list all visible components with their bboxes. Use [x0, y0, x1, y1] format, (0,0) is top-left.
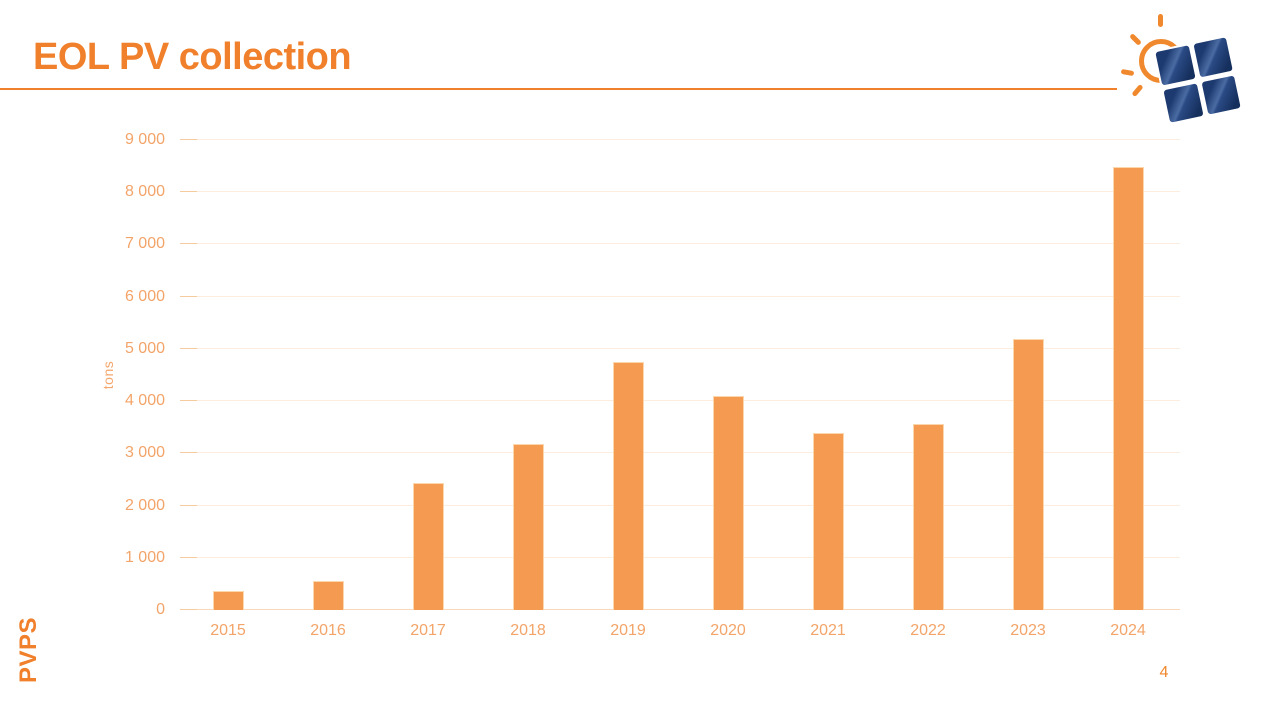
y-tick-label: 7 000	[124, 235, 165, 253]
bar-2020	[713, 395, 744, 610]
bar-2018	[513, 444, 544, 610]
gridline	[180, 139, 1180, 140]
y-axis-tick	[180, 347, 197, 349]
x-tick-label: 2019	[610, 622, 646, 639]
y-tick-label: 0	[156, 601, 165, 618]
y-axis-tick	[180, 191, 197, 193]
y-axis-tick	[180, 452, 197, 454]
x-tick-label: 2016	[310, 622, 346, 639]
sun-ray-icon	[1129, 33, 1142, 46]
x-tick-label: 2020	[710, 622, 746, 639]
x-tick-label: 2023	[1010, 622, 1046, 639]
sun-ray-icon	[1120, 68, 1135, 77]
x-axis-baseline	[180, 609, 1180, 610]
y-tick-label: 4 000	[124, 392, 165, 410]
x-tick-label: 2021	[810, 622, 846, 639]
slide-title: EOL PV collection	[33, 36, 352, 78]
y-axis-tick	[180, 556, 197, 558]
bar-2015	[213, 590, 244, 610]
y-axis-tick	[180, 609, 197, 610]
gridline	[180, 191, 1180, 193]
y-axis-tick	[180, 139, 197, 140]
bar-2022	[913, 423, 944, 610]
y-axis-title: tons	[100, 360, 117, 390]
y-tick-label: 9 000	[124, 131, 165, 148]
title-underline	[0, 88, 1117, 90]
y-tick-label: 5 000	[124, 339, 165, 357]
gridline	[180, 243, 1180, 245]
gridline	[180, 556, 1180, 558]
page-number: 4	[1159, 664, 1169, 681]
gridline	[180, 347, 1180, 349]
y-axis-tick	[180, 243, 197, 245]
x-tick-label: 2015	[210, 622, 246, 639]
gridline	[180, 504, 1180, 506]
y-axis-tick	[180, 400, 197, 402]
y-tick-label: 6 000	[124, 287, 165, 305]
eol-pv-collection-bar-chart: tons 0 1 000 2 000 3 000 4 000 5 000 6 000 7 00…	[100, 131, 1180, 639]
y-axis-tick	[180, 295, 197, 297]
gridline	[180, 295, 1180, 297]
iea-pvps-logo	[1120, 8, 1252, 126]
x-tick-label: 2024	[1110, 622, 1146, 639]
y-tick-label: 3 000	[124, 444, 165, 462]
bar-2024	[1113, 166, 1144, 610]
bar-2023	[1013, 338, 1044, 610]
pvps-vertical-label: PVPS	[15, 616, 42, 683]
y-tick-label: 2 000	[124, 496, 165, 514]
solar-panel-icon	[1152, 34, 1244, 126]
x-tick-label: 2017	[410, 622, 446, 639]
y-tick-label: 8 000	[124, 183, 165, 201]
x-tick-label: 2022	[910, 622, 946, 639]
sun-ray-icon	[1158, 14, 1163, 27]
y-axis-tick	[180, 504, 197, 506]
bar-2019	[613, 362, 644, 610]
gridline	[180, 452, 1180, 454]
y-tick-label: 1 000	[124, 548, 165, 566]
bar-2017	[413, 482, 444, 610]
sun-ray-icon	[1131, 83, 1144, 98]
bar-2016	[313, 581, 344, 610]
bar-2021	[813, 432, 844, 610]
x-tick-label: 2018	[510, 622, 546, 639]
gridline	[180, 400, 1180, 402]
